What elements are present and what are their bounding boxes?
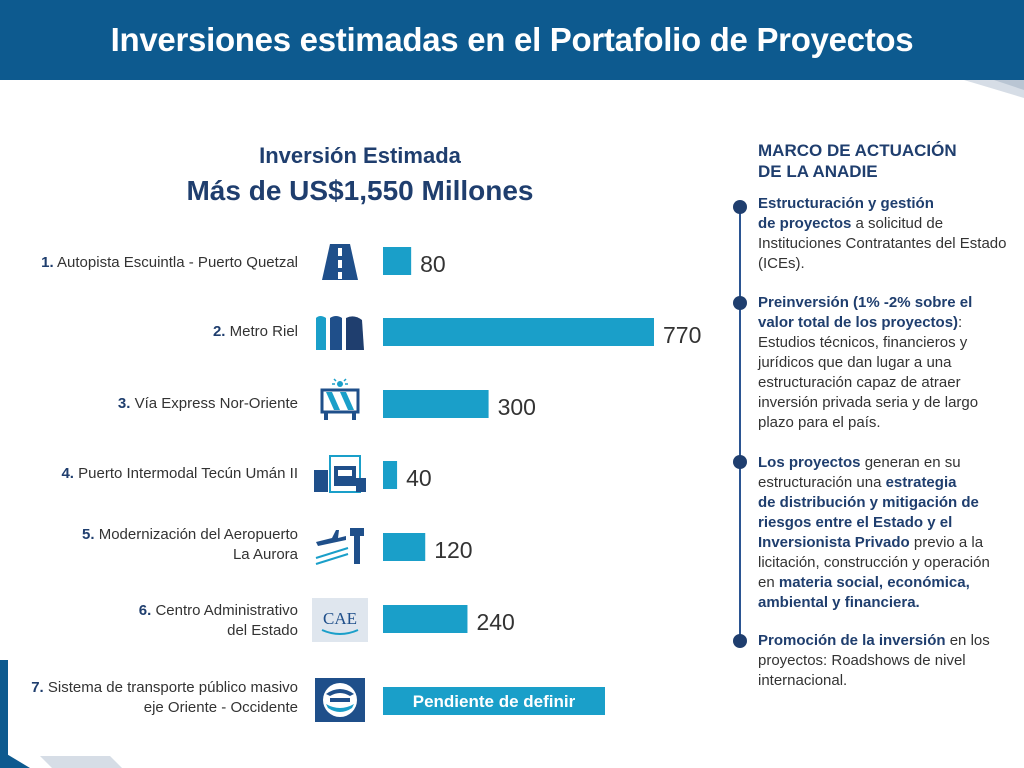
cae-logo-icon: CAE [312, 598, 368, 642]
truck-port-icon [314, 455, 366, 493]
bar-value-label: 240 [476, 609, 514, 635]
bar [383, 461, 398, 489]
bar [383, 605, 468, 633]
project-number: 4. [61, 465, 74, 482]
timeline-dot [733, 634, 747, 648]
bar-value-label: 40 [406, 465, 432, 491]
airport-icon [315, 528, 364, 565]
framework-title-line1: MARCO DE ACTUACIÓN [758, 141, 957, 160]
project-name-line2: La Aurora [232, 546, 298, 563]
framework-text: a solicitud de Instituciones Contratante… [758, 215, 1007, 272]
project-name-line2: eje Oriente - Occidente [143, 699, 298, 716]
framework-title: MARCO DE ACTUACIÓN DE LA ANADIE [758, 140, 957, 182]
project-name: Metro Riel [229, 323, 298, 340]
framework-item-projects: Los proyectos generan en su estructuraci… [758, 453, 1008, 613]
framework-bold-text: (1% -2% sobre el valor total de los proy… [758, 294, 973, 331]
framework-bold-text: Los proyectos [758, 454, 861, 471]
framework-text: generan en su estructuración una [758, 454, 961, 491]
project-name: Sistema de transporte público masivo [47, 679, 298, 696]
framework-item-promotion: Promoción de la inversión en los proyect… [758, 631, 1008, 691]
timeline-dot [733, 200, 747, 214]
project-label-2: 2. Metro Riel [0, 322, 298, 342]
project-name: Puerto Intermodal Tecún Umán II [78, 465, 298, 482]
framework-bold-text: de proyectos [758, 215, 852, 232]
project-name: Centro Administrativo [155, 602, 298, 619]
bar-pending [383, 687, 605, 715]
project-label-4: 4. Puerto Intermodal Tecún Umán II [0, 464, 298, 484]
chart-subtitle: Más de US$1,550 Millones [186, 175, 534, 206]
project-number: 6. [138, 602, 152, 619]
project-label-3: 3. Vía Express Nor-Oriente [0, 394, 298, 414]
bar-value-label: 300 [498, 394, 536, 420]
timeline-dot [733, 455, 747, 469]
project-name: Autopista Escuintla - Puerto Quetzal [57, 254, 298, 271]
header-bar [0, 0, 1024, 80]
project-label-5: 5. Modernización del Aeropuerto La Auror… [0, 525, 298, 565]
page-title: Inversiones estimadas en el Portafolio d… [110, 21, 914, 58]
framework-text: en los proyectos: Roadshows de nivel int… [758, 632, 990, 689]
project-number: 3. [117, 395, 131, 412]
project-number: 5. [82, 526, 95, 543]
corner-decoration-bottom-left [0, 660, 122, 768]
bar [383, 390, 489, 418]
project-number: 1. [41, 254, 54, 271]
transport-logo-icon [315, 678, 365, 722]
project-number: 2. [212, 323, 226, 340]
train-icon [316, 316, 364, 350]
timeline-line [739, 205, 741, 645]
bar-value-label: 770 [663, 322, 701, 348]
framework-item-structuring: Estructuración y gestión de proyectos a s… [758, 194, 1008, 274]
project-name: Vía Express Nor-Oriente [134, 395, 298, 412]
framework-bold-text: de distribución y mitigación de riesgos … [758, 494, 979, 551]
bar [383, 247, 412, 275]
bar-value-label: 80 [420, 251, 446, 277]
framework-text: : Estudios técnicos, financieros y juríd… [758, 314, 979, 431]
bar-value-label: 120 [434, 537, 472, 563]
bar [383, 318, 654, 346]
highway-icon [322, 244, 358, 280]
framework-bold-text: Estructuración y gestión [758, 195, 934, 212]
framework-text: previo a la licitación, construcción y o… [758, 534, 990, 591]
framework-bold-text: Promoción de la inversión [758, 632, 946, 649]
cae-logo-text: CAE [323, 609, 357, 628]
project-label-6: 6. Centro Administrativo del Estado [0, 601, 298, 641]
bar [383, 533, 426, 561]
timeline-dot [733, 296, 747, 310]
corner-decoration-top-right [964, 80, 1024, 98]
bar-pending-label: Pendiente de definir [413, 692, 576, 711]
project-name-line2: del Estado [227, 622, 298, 639]
framework-item-preinvestment: Preinversión (1% -2% sobre el valor tota… [758, 293, 1008, 433]
framework-title-line2: DE LA ANADIE [758, 162, 878, 181]
road-barrier-icon [320, 378, 360, 420]
framework-bold-text: materia social, económica, ambiental y f… [758, 574, 970, 611]
framework-bold-text: Preinversión [758, 294, 849, 311]
project-label-7: 7. Sistema de transporte público masivo … [0, 678, 298, 718]
chart-title: Inversión Estimada [259, 143, 461, 168]
framework-bold-text: estrategia [885, 474, 957, 491]
project-number: 7. [31, 679, 44, 696]
project-name: Modernización del Aeropuerto [98, 526, 298, 543]
project-label-1: 1. Autopista Escuintla - Puerto Quetzal [0, 253, 298, 273]
